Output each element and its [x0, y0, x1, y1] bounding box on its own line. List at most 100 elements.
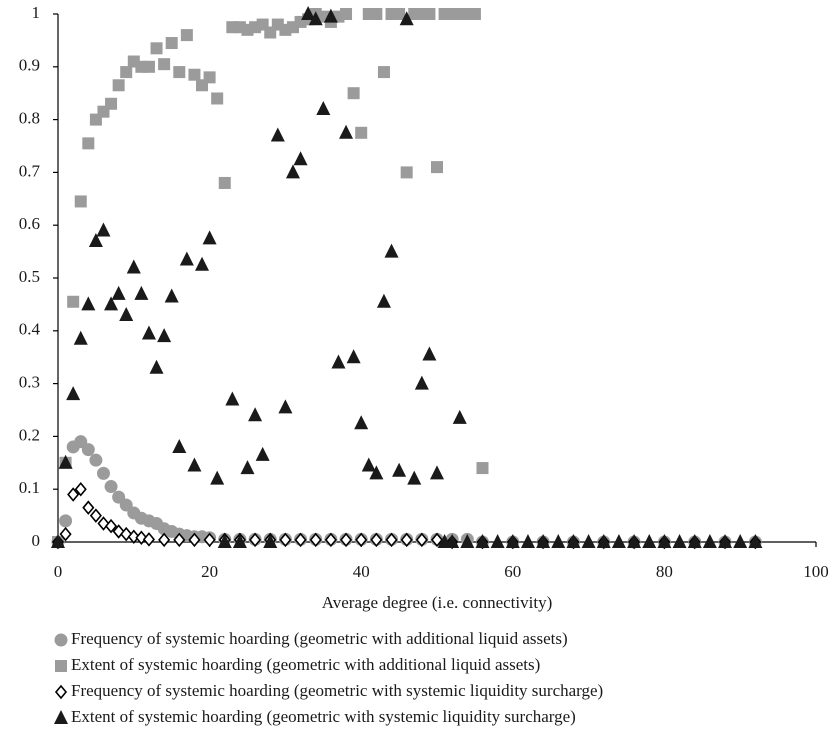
point: [354, 415, 369, 430]
point: [460, 534, 475, 548]
point: [611, 534, 626, 548]
point: [179, 251, 194, 266]
point: [332, 10, 345, 23]
x-tick-label: 60: [504, 562, 521, 581]
point: [672, 534, 687, 548]
x-tick-label: 100: [803, 562, 829, 581]
point: [105, 518, 118, 534]
point: [255, 446, 270, 461]
point: [74, 481, 87, 497]
point: [452, 409, 467, 424]
point: [376, 293, 391, 308]
point: [210, 470, 225, 485]
point: [249, 532, 262, 548]
point: [164, 288, 179, 303]
x-tick-label: 20: [201, 562, 218, 581]
point: [596, 534, 611, 548]
point: [89, 453, 103, 467]
point: [58, 454, 73, 469]
point: [278, 399, 293, 414]
point: [308, 11, 323, 26]
point: [173, 532, 186, 548]
point: [475, 534, 490, 548]
point: [301, 6, 316, 20]
point: [96, 222, 111, 237]
point: [748, 534, 763, 548]
point: [82, 137, 95, 150]
point: [142, 60, 155, 73]
point: [149, 359, 164, 374]
point: [188, 68, 201, 81]
y-tick-label: 0.2: [19, 425, 40, 444]
point: [415, 532, 428, 548]
point: [520, 534, 535, 548]
point: [369, 465, 384, 480]
legend-marker: [54, 633, 68, 647]
point: [211, 92, 224, 105]
point: [127, 529, 140, 544]
point: [81, 443, 95, 457]
point: [733, 534, 748, 548]
point: [180, 29, 193, 42]
y-tick-label: 0.1: [19, 478, 40, 497]
y-tick-label: 0.7: [19, 161, 41, 180]
point: [240, 460, 255, 475]
point: [66, 386, 81, 401]
point: [270, 127, 285, 142]
y-tick-label: 1: [32, 3, 41, 22]
point: [134, 285, 149, 300]
point: [431, 161, 443, 174]
point: [702, 534, 717, 548]
point: [285, 164, 300, 179]
point: [627, 534, 642, 548]
point: [81, 296, 96, 311]
legend-label: Frequency of systemic hoarding (geometri…: [71, 629, 568, 648]
point: [88, 233, 103, 248]
x-axis-title: Average degree (i.e. connectivity): [322, 593, 552, 612]
legend-marker: [54, 684, 68, 700]
point: [218, 176, 231, 189]
point: [340, 8, 353, 20]
legend-label: Extent of systemic hoarding (geometric w…: [71, 655, 540, 674]
point: [119, 306, 134, 321]
point: [505, 534, 520, 548]
point: [309, 532, 322, 548]
point: [339, 124, 354, 139]
point: [225, 391, 240, 406]
legend-marker: [55, 660, 67, 672]
point: [468, 8, 481, 20]
x-tick-label: 40: [353, 562, 370, 581]
x-tick-label: 80: [656, 562, 673, 581]
point: [377, 66, 390, 79]
point: [414, 375, 429, 390]
point: [120, 66, 133, 79]
point: [74, 195, 87, 208]
point: [89, 508, 102, 523]
point: [316, 101, 331, 116]
point: [172, 438, 187, 453]
point: [346, 349, 361, 364]
point: [430, 532, 444, 548]
point: [476, 462, 489, 475]
point: [188, 532, 201, 548]
point: [141, 325, 156, 340]
point: [232, 534, 247, 548]
point: [67, 487, 80, 502]
point: [490, 534, 505, 548]
point: [96, 466, 110, 480]
point: [581, 534, 596, 548]
point: [407, 470, 422, 485]
point: [331, 354, 346, 369]
legend-label: Frequency of systemic hoarding (geometri…: [71, 681, 603, 700]
legend-label: Extent of systemic hoarding (geometric w…: [71, 707, 576, 726]
point: [202, 230, 217, 245]
point: [104, 480, 118, 494]
y-tick-label: 0: [32, 531, 41, 550]
point: [445, 534, 460, 548]
point: [111, 285, 126, 300]
y-tick-label: 0.4: [19, 320, 41, 339]
point: [105, 97, 118, 110]
point: [323, 8, 338, 23]
y-tick-label: 0.8: [19, 109, 40, 128]
